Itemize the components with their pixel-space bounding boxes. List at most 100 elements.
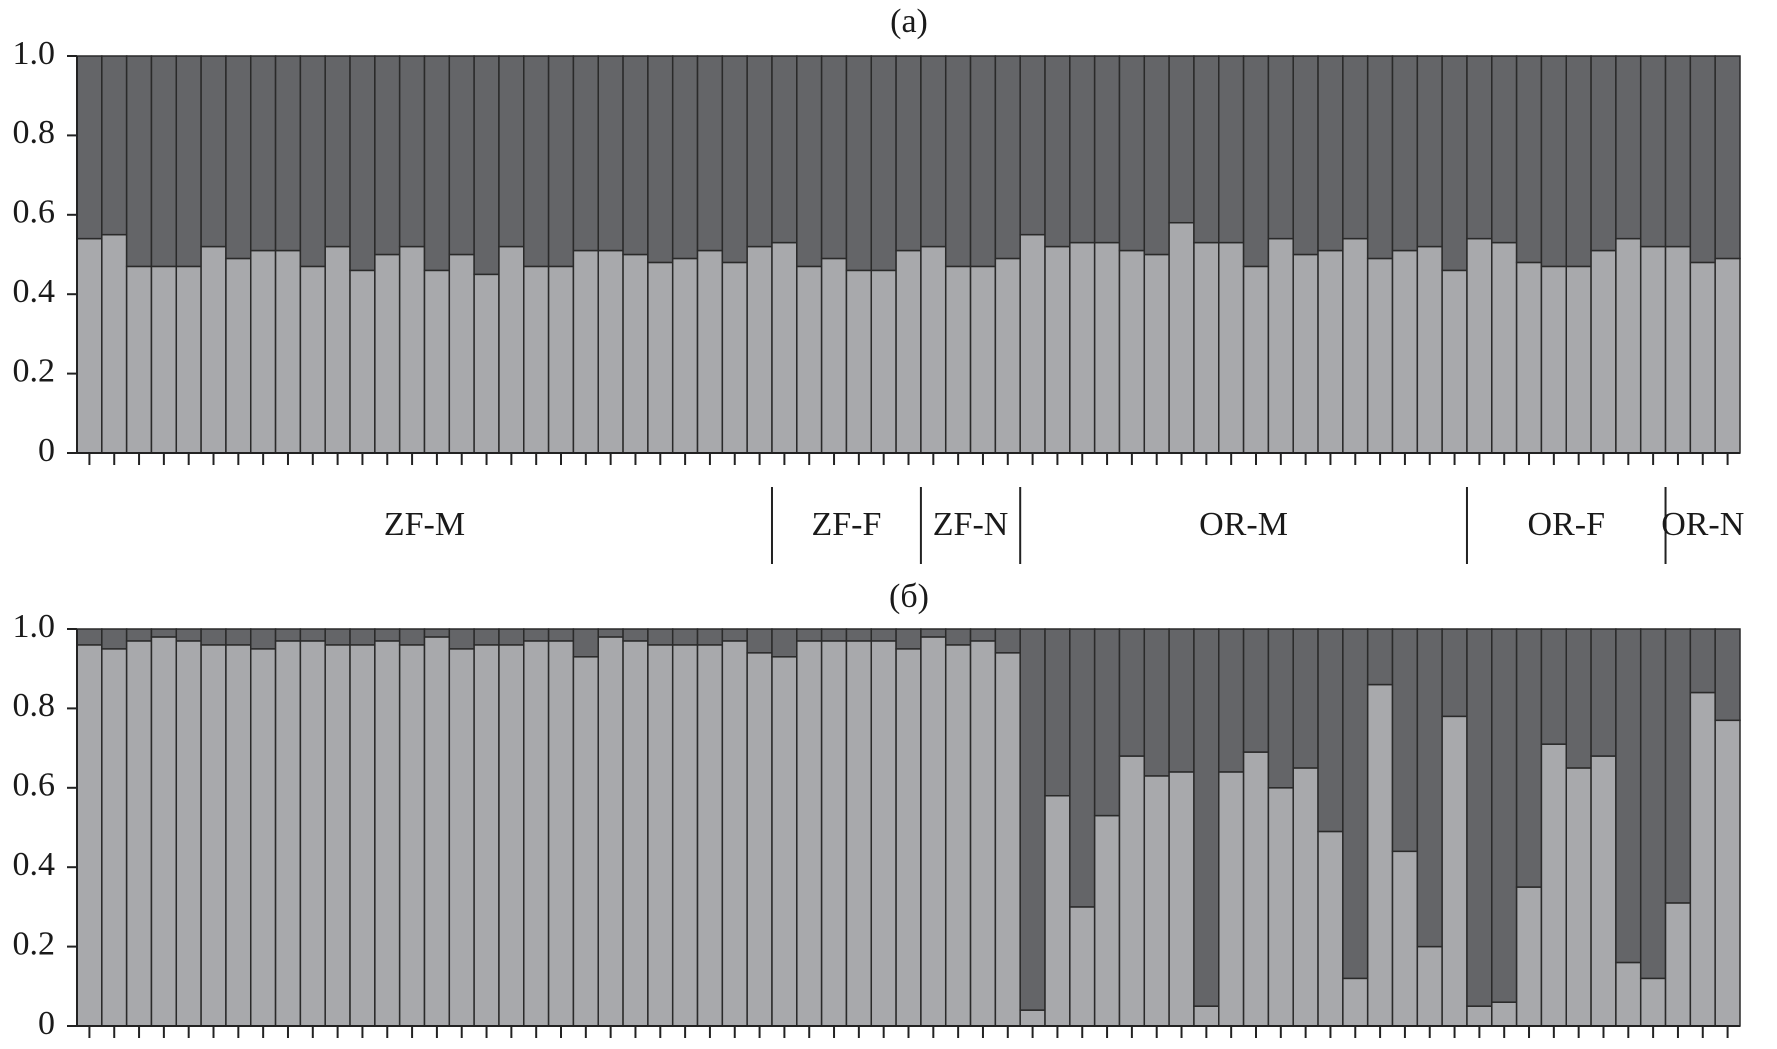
y-tick-label: 0.2 [13,352,56,389]
bar-segment [1218,55,1245,244]
bar-segment [423,636,451,1027]
panel-title: (б) [889,578,929,615]
bar-segment [1639,628,1667,980]
bar-segment [1689,628,1716,694]
group-label: OR-M [1199,506,1288,543]
bar-segment [746,628,773,654]
bar-segment [150,55,178,268]
y-tick-label: 0 [38,432,55,469]
bar-segment [274,55,302,252]
bar-segment [796,55,823,268]
bar-segment [225,628,252,646]
bar-segment [150,636,178,1027]
bar-segment [1242,628,1270,753]
bar-segment [1342,977,1369,1027]
bar-segment [547,265,575,454]
bar-segment [1069,628,1096,908]
bar-segment [1193,55,1220,244]
bar-segment [870,640,897,1027]
bar-segment [1714,55,1741,260]
bar-segment [1441,715,1468,1027]
bar-segment [324,245,351,454]
bar-segment [1615,628,1642,964]
bar-segment [671,257,699,454]
bar-segment [249,628,277,650]
bar-segment [1590,55,1617,252]
bar-segment [1218,628,1245,773]
bar-segment [473,628,500,646]
bar-segment [1168,771,1195,1027]
bar-segment [969,628,997,642]
bar-segment [1317,55,1344,252]
bar-segment [1366,257,1394,454]
bar-segment [845,628,873,642]
bar-segment [1366,55,1394,260]
group-label: OR-F [1528,506,1605,543]
bar-segment [374,628,401,642]
bar-segment [423,55,451,272]
bar-segment [1441,55,1468,272]
bar-segment [1714,719,1741,1027]
bar-segment [398,644,426,1027]
bar-segment [1515,886,1543,1027]
bar-segment [1615,961,1642,1027]
bar-segment [796,265,823,454]
bar-segment [498,628,525,646]
bar-segment [1267,787,1294,1027]
bar-segment [920,245,947,454]
bar-segment [498,55,525,248]
bar-segment [895,628,922,650]
bar-segment [994,257,1021,454]
bar-segment [274,249,302,454]
bar-segment [1168,628,1195,773]
bar-segment [1366,628,1394,686]
bar-segment [1540,628,1568,745]
bar-segment [1466,1005,1493,1027]
bar-segment [721,55,748,264]
bar-segment [76,237,103,454]
bar-segment [1242,751,1270,1027]
bar-segment [746,652,773,1027]
bar-segment [870,269,897,454]
bar-segment [622,253,649,454]
bar-segment [76,644,103,1027]
bar-segment [671,644,699,1027]
bar-segment [969,640,997,1027]
bar-segment [1118,755,1146,1027]
bar-segment [448,55,475,256]
bar-segment [771,656,798,1027]
bar-segment [895,249,922,454]
bar-segment [1044,245,1071,454]
bar-segment [845,269,873,454]
bar-segment [1143,55,1170,256]
bar-segment [1416,945,1443,1027]
bar-segment [249,648,277,1027]
bar-segment [547,628,575,642]
bar-segment [944,265,972,454]
bar-segment [1242,265,1270,454]
bar-segment [597,249,624,454]
bar-segment [125,628,153,642]
bar-segment [1416,245,1443,454]
bar-segment [1019,233,1046,454]
bar-segment [225,644,252,1027]
bar-segment [944,55,972,268]
bar-segment [1168,55,1195,224]
bar-segment [1664,245,1692,454]
bar-segment [175,640,202,1027]
bar-segment [920,636,947,1027]
bar-segment [1639,55,1667,248]
bar-segment [1540,265,1568,454]
bar-segment [820,55,848,260]
bar-segment [1391,850,1419,1027]
bar-segment [448,628,475,650]
bar-segment [1639,245,1667,454]
bar-segment [572,656,599,1027]
bar-segment [1317,628,1344,833]
bar-segment [572,55,599,252]
bar-segment [1093,55,1121,244]
bar-segment [473,55,500,276]
bar-segment [1689,55,1716,264]
bar-segment [1416,628,1443,948]
bar-segment [1044,794,1071,1027]
